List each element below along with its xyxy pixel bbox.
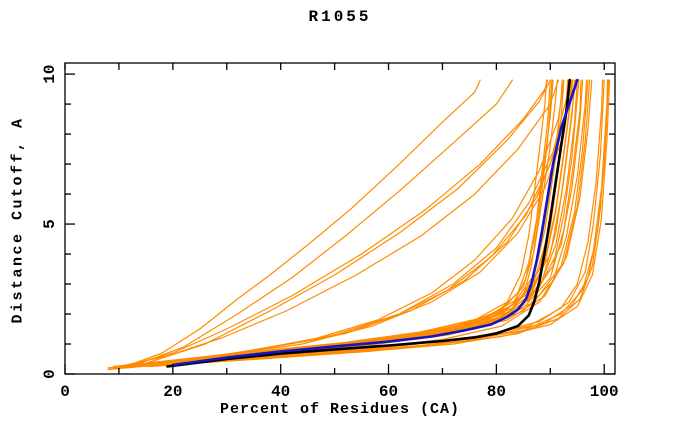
server-predictions-line [145,79,610,368]
server-predictions-line [129,79,569,368]
x-tick-label: 20 [163,383,182,401]
server-predictions-line [118,79,563,369]
plot-frame [64,62,616,375]
chart-title: R1055 [308,8,372,26]
server-predictions-line [134,79,580,368]
x-tick-label: 100 [590,383,619,401]
server-predictions-line [139,79,569,366]
server-predictions-line [134,79,514,366]
x-tick-label: 80 [487,383,506,401]
x-axis-label: Percent of Residues (CA) [219,401,461,418]
server-predictions-line [150,79,584,366]
server-predictions-line [129,79,481,366]
server-predictions-line [161,79,605,366]
highlight-black-line [166,78,572,368]
x-tick-label: 40 [271,383,290,401]
y-tick-label: 0 [41,369,59,379]
server-predictions-line [139,79,551,366]
server-predictions-line [123,79,582,369]
y-tick-label: 10 [41,64,59,83]
server-predictions-line [118,79,560,368]
x-tick-label: 0 [60,383,70,401]
server-predictions-line [118,79,565,369]
server-predictions-line [112,79,569,369]
x-tick-label: 60 [379,383,398,401]
server-predictions-line [118,79,588,369]
server-predictions-line [134,79,565,368]
y-tick-label: 5 [41,219,59,229]
highlight-blue-line [171,78,579,367]
server-predictions-line [123,79,570,368]
server-predictions-line [123,79,572,368]
server-predictions-line [118,79,576,369]
server-predictions-line [129,79,574,368]
server-predictions-line [123,79,549,368]
